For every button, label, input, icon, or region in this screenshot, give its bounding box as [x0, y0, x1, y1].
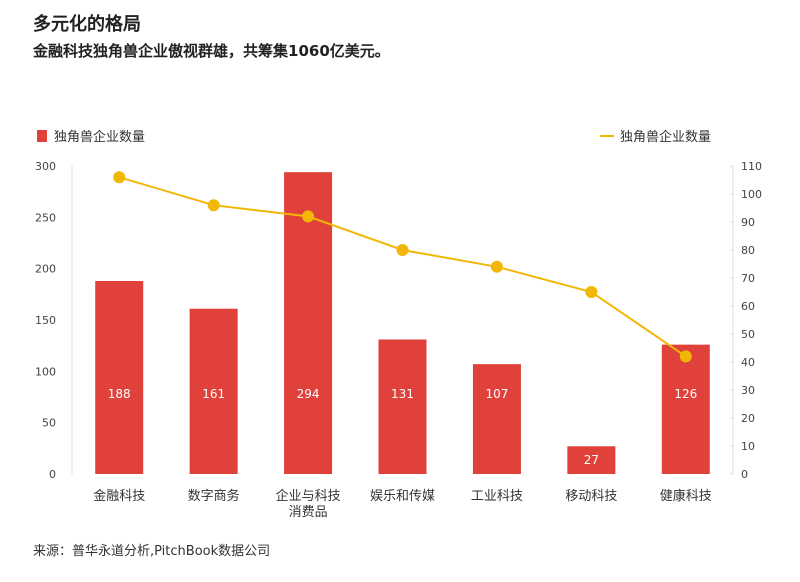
x-tick-label: 健康科技: [660, 488, 712, 504]
line-point: [207, 199, 220, 212]
chart-subtitle: 金融科技独角兽企业傲视群雄，共筹集1060亿美元。: [33, 42, 390, 60]
x-tick-label: 金融科技: [93, 488, 145, 504]
x-tick-label: 消费品: [289, 505, 328, 520]
line-point: [302, 210, 315, 223]
bar: [95, 280, 144, 474]
right-tick-label: 110: [741, 160, 762, 173]
chart-title: 多元化的格局: [33, 14, 141, 35]
right-tick-label: 10: [741, 440, 755, 453]
bar-value-label: 131: [391, 387, 414, 401]
left-tick-label: 50: [42, 417, 56, 430]
line-point: [679, 350, 692, 363]
bar-value-label: 107: [485, 387, 508, 401]
source-note: 来源：普华永道分析,PitchBook数据公司: [33, 544, 271, 559]
x-tick-label: 移动科技: [565, 489, 617, 504]
legend-line-label: 独角兽企业数量: [620, 129, 711, 145]
right-tick-label: 30: [741, 384, 755, 397]
left-tick-label: 100: [35, 365, 56, 378]
bar: [661, 344, 710, 474]
right-tick-label: 100: [741, 188, 762, 201]
bar-value-label: 126: [674, 387, 697, 401]
left-tick-label: 200: [35, 263, 56, 276]
x-tick-label: 工业科技: [471, 489, 523, 504]
bar-value-label: 161: [202, 387, 225, 401]
left-tick-label: 150: [35, 314, 56, 327]
right-tick-label: 80: [741, 244, 755, 257]
right-tick-label: 70: [741, 272, 755, 285]
line-point: [490, 260, 503, 273]
line-point: [113, 171, 126, 184]
x-tick-label: 娱乐和传媒: [370, 489, 435, 504]
bar: [378, 339, 427, 474]
bar: [189, 308, 238, 474]
line-point: [396, 244, 409, 256]
right-tick-label: 90: [741, 216, 755, 229]
bar-value-label: 294: [297, 387, 320, 401]
x-tick-label: 企业与科技: [276, 488, 341, 504]
bar-value-label: 188: [108, 387, 131, 401]
right-tick-label: 0: [741, 468, 748, 481]
right-tick-label: 40: [741, 356, 755, 369]
bar: [567, 446, 616, 474]
right-tick-label: 50: [741, 328, 755, 341]
legend-bar-swatch: [37, 130, 47, 142]
left-tick-label: 0: [49, 468, 56, 481]
left-tick-label: 250: [35, 211, 56, 224]
line-point: [585, 286, 598, 298]
legend-bar-label: 独角兽企业数量: [54, 129, 145, 145]
bar: [472, 364, 521, 474]
right-tick-label: 60: [741, 300, 755, 313]
x-tick-label: 数字商务: [188, 488, 240, 504]
left-tick-label: 300: [35, 160, 56, 173]
right-tick-label: 20: [741, 412, 755, 425]
bar-value-label: 27: [584, 453, 599, 467]
